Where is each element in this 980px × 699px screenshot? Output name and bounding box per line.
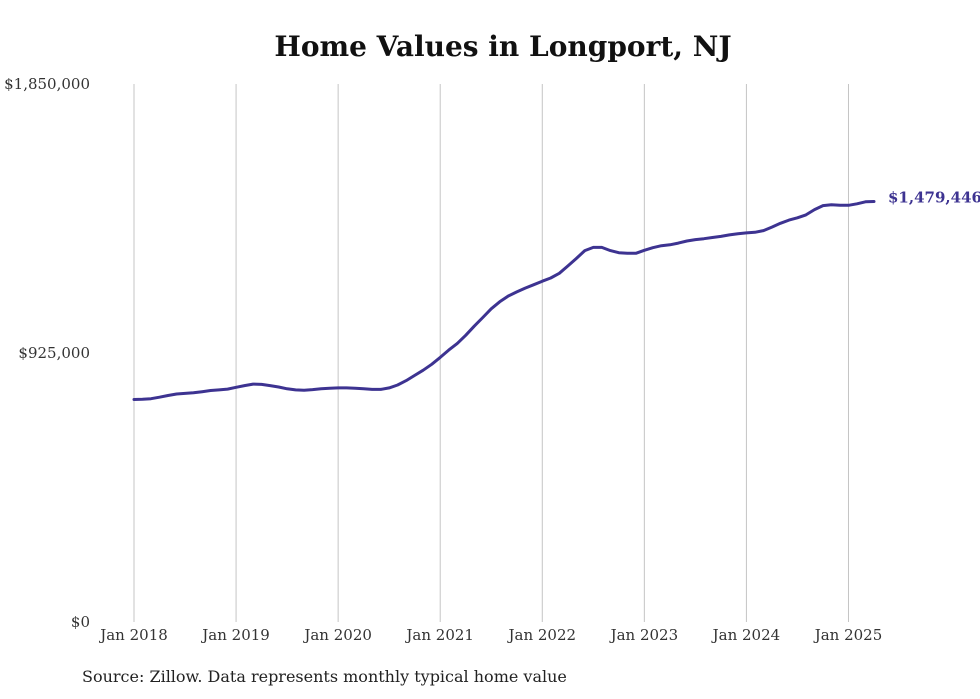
gridlines [133, 84, 849, 622]
x-tick-label: Jan 2022 [506, 626, 576, 644]
x-tick-label: Jan 2021 [404, 626, 474, 644]
x-tick-label: Jan 2019 [200, 626, 270, 644]
y-tick-label: $0 [71, 613, 90, 631]
x-tick-label: Jan 2024 [711, 626, 781, 644]
x-tick-label: Jan 2018 [98, 626, 168, 644]
x-tick-label: Jan 2025 [813, 626, 883, 644]
y-axis-labels: $1,850,000 $925,000 $0 [4, 75, 90, 631]
y-tick-label: $1,850,000 [4, 75, 90, 93]
end-value-label: $1,479,446 [888, 188, 980, 206]
chart-title: Home Values in Longport, NJ [274, 30, 732, 63]
series-lines [132, 200, 876, 401]
end-labels: $1,479,446 [888, 188, 980, 206]
y-tick-label: $925,000 [18, 344, 90, 362]
series-line [132, 200, 876, 401]
x-axis-labels: Jan 2018 Jan 2019 Jan 2020 Jan 2021 Jan 2022… [98, 626, 882, 644]
source-note: Source: Zillow. Data represents monthly … [82, 667, 567, 686]
x-tick-label: Jan 2020 [302, 626, 372, 644]
x-tick-label: Jan 2023 [609, 626, 679, 644]
